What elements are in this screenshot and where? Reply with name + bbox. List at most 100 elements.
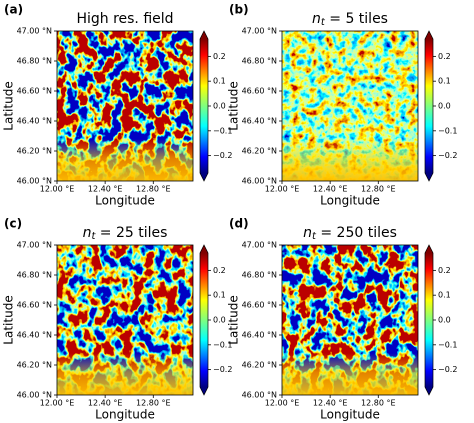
y-tick-label: 46.20 °N bbox=[242, 361, 277, 370]
x-tick-label: 12.40 °E bbox=[313, 185, 348, 194]
colorbar-tick-label: 0.0 bbox=[213, 102, 226, 111]
y-axis-label: Latitude bbox=[227, 295, 241, 344]
colorbar-tick-label: 0.2 bbox=[213, 266, 226, 275]
y-axis-label: Latitude bbox=[227, 81, 241, 130]
colorbar-extend-top bbox=[425, 31, 433, 39]
colorbar-extend-top bbox=[425, 245, 433, 253]
colorbar-extend-bottom bbox=[425, 387, 433, 395]
x-tick-label: 12.40 °E bbox=[313, 399, 348, 408]
lowland bbox=[282, 31, 418, 181]
colorbar bbox=[425, 39, 433, 173]
y-tick-label: 46.40 °N bbox=[242, 117, 277, 126]
colorbar-frame bbox=[199, 244, 209, 396]
colorbar bbox=[425, 253, 433, 387]
colorbar-tick-label: 0.0 bbox=[438, 316, 451, 325]
y-tick-label: 47.00 °N bbox=[242, 241, 277, 250]
colorbar-extend-bottom bbox=[425, 173, 433, 181]
colorbar bbox=[200, 39, 208, 173]
colorbar-tick-label: −0.1 bbox=[438, 126, 457, 135]
axes-frame bbox=[56, 244, 194, 396]
y-tick-label: 46.00 °N bbox=[242, 177, 277, 186]
panel-label: (d) bbox=[229, 217, 249, 231]
lowland bbox=[57, 245, 193, 395]
y-tick-label: 46.00 °N bbox=[17, 177, 52, 186]
x-tick-label: 12.80 °E bbox=[361, 185, 396, 194]
y-tick-label: 46.60 °N bbox=[242, 301, 277, 310]
y-tick-label: 46.80 °N bbox=[17, 57, 52, 66]
axes-frame bbox=[281, 30, 419, 182]
y-tick-label: 46.20 °N bbox=[17, 147, 52, 156]
colorbar-tick-label: 0.1 bbox=[438, 77, 451, 86]
x-tick-label: 12.40 °E bbox=[88, 185, 123, 194]
colorbar-tick-label: 0.2 bbox=[438, 52, 451, 61]
colorbar-extend-bottom bbox=[200, 387, 208, 395]
title-rest: = 5 tiles bbox=[325, 11, 388, 27]
y-tick-label: 46.00 °N bbox=[242, 391, 277, 400]
panel-label: (a) bbox=[4, 3, 23, 17]
x-tick-label: 12.00 °E bbox=[265, 185, 300, 194]
y-tick-label: 46.60 °N bbox=[17, 301, 52, 310]
colorbar-tick-label: −0.1 bbox=[438, 340, 457, 349]
y-tick-label: 46.80 °N bbox=[242, 57, 277, 66]
x-axis-label: Longitude bbox=[95, 194, 155, 208]
y-tick-label: 47.00 °N bbox=[242, 27, 277, 36]
panel-title: High res. field bbox=[76, 11, 173, 27]
title-var: n bbox=[312, 11, 321, 27]
x-tick-label: 12.00 °E bbox=[265, 399, 300, 408]
title-rest: = 250 tiles bbox=[316, 225, 397, 241]
colorbar-tick-label: −0.1 bbox=[213, 126, 232, 135]
x-tick-label: 12.40 °E bbox=[88, 399, 123, 408]
title-sub: t bbox=[321, 17, 326, 28]
y-tick-label: 46.80 °N bbox=[242, 271, 277, 280]
x-tick-label: 12.80 °E bbox=[361, 399, 396, 408]
y-tick-label: 46.40 °N bbox=[17, 331, 52, 340]
colorbar-tick-label: −0.2 bbox=[213, 365, 232, 374]
y-tick-label: 47.00 °N bbox=[17, 27, 52, 36]
y-tick-label: 46.00 °N bbox=[17, 391, 52, 400]
colorbar-tick-label: −0.1 bbox=[213, 340, 232, 349]
colorbar-tick-label: 0.2 bbox=[438, 266, 451, 275]
y-tick-label: 46.40 °N bbox=[242, 331, 277, 340]
colorbar-extend-top bbox=[200, 31, 208, 39]
colorbar-extend-top bbox=[200, 245, 208, 253]
title-rest: = 25 tiles bbox=[95, 225, 167, 241]
colorbar-tick-label: 0.1 bbox=[213, 77, 226, 86]
colorbar bbox=[200, 253, 208, 387]
x-axis-label: Longitude bbox=[320, 194, 380, 208]
colorbar-tick-label: −0.2 bbox=[438, 365, 457, 374]
title-var: n bbox=[83, 225, 92, 241]
title-sub: t bbox=[312, 231, 317, 242]
colorbar-tick-label: −0.2 bbox=[213, 151, 232, 160]
x-tick-label: 12.00 °E bbox=[40, 185, 75, 194]
x-tick-label: 12.00 °E bbox=[40, 399, 75, 408]
lowland bbox=[57, 31, 193, 181]
colorbar-tick-label: 0.1 bbox=[438, 291, 451, 300]
y-axis-label: Latitude bbox=[2, 81, 16, 130]
y-tick-label: 47.00 °N bbox=[17, 241, 52, 250]
colorbar-frame bbox=[424, 244, 434, 396]
colorbar-frame bbox=[199, 30, 209, 182]
colorbar-tick-label: 0.2 bbox=[213, 52, 226, 61]
colorbar-tick-label: 0.1 bbox=[213, 291, 226, 300]
panel-title: nt = 250 tiles bbox=[303, 225, 397, 242]
y-tick-label: 46.60 °N bbox=[17, 87, 52, 96]
panel-title: nt = 25 tiles bbox=[83, 225, 168, 242]
axes-frame bbox=[56, 30, 194, 182]
title-var: n bbox=[303, 225, 312, 241]
colorbar-tick-label: −0.2 bbox=[438, 151, 457, 160]
y-tick-label: 46.60 °N bbox=[242, 87, 277, 96]
axes-frame bbox=[281, 244, 419, 396]
x-axis-label: Longitude bbox=[95, 408, 155, 422]
colorbar-tick-label: 0.0 bbox=[213, 316, 226, 325]
y-tick-label: 46.40 °N bbox=[17, 117, 52, 126]
x-tick-label: 12.80 °E bbox=[136, 185, 171, 194]
panel-title: nt = 5 tiles bbox=[312, 11, 388, 28]
colorbar-tick-label: 0.0 bbox=[438, 102, 451, 111]
panel-label: (c) bbox=[4, 217, 22, 231]
x-tick-label: 12.80 °E bbox=[136, 399, 171, 408]
colorbar-frame bbox=[424, 30, 434, 182]
colorbar-extend-bottom bbox=[200, 173, 208, 181]
y-axis-label: Latitude bbox=[2, 295, 16, 344]
title-sub: t bbox=[91, 231, 96, 242]
